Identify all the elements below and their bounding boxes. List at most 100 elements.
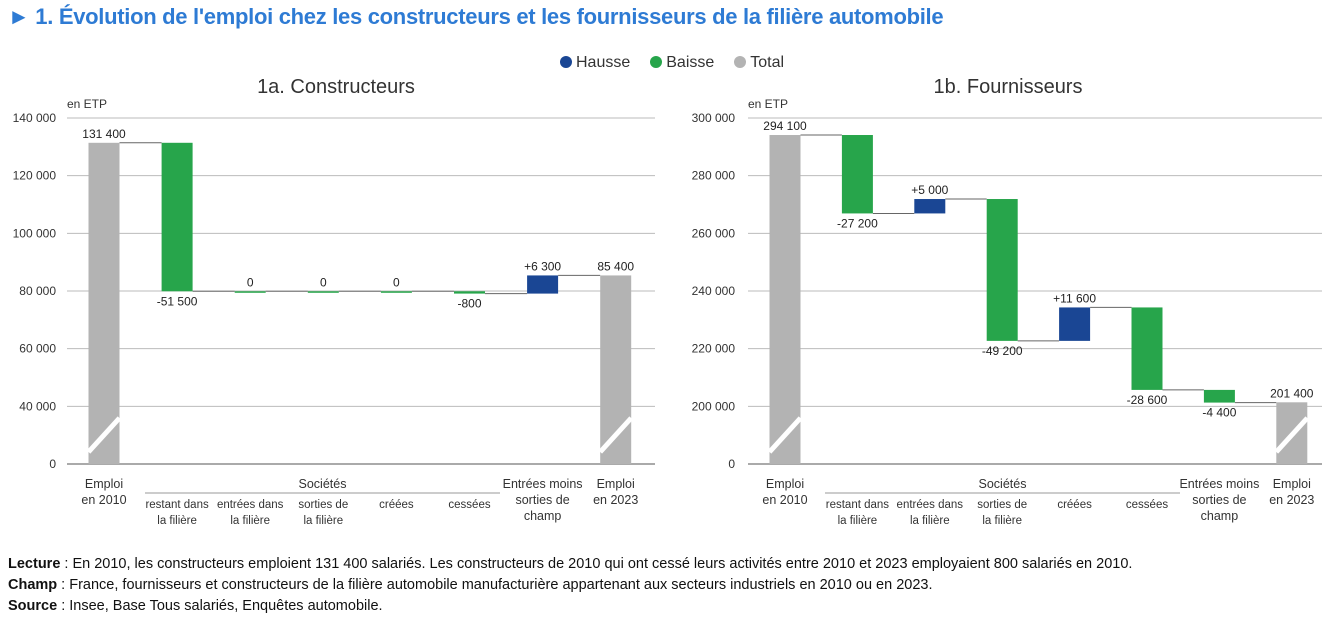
- bar-baisse: [1203, 389, 1235, 403]
- bar-baisse: [454, 291, 485, 294]
- bar-zero: [234, 291, 266, 293]
- data-label: +6 300: [524, 259, 561, 273]
- x-category-label: la filière: [910, 515, 950, 527]
- bar-hausse: [914, 199, 946, 214]
- y-tick-label: 40 000: [19, 399, 56, 413]
- bar-hausse: [527, 275, 559, 294]
- y-tick-label: 0: [49, 457, 56, 471]
- bar-baisse: [986, 199, 1018, 341]
- x-category-label: entrées dans: [217, 499, 284, 511]
- note-text: : En 2010, les constructeurs emploient 1…: [60, 556, 1133, 572]
- x-category-label: restant dans: [826, 499, 890, 511]
- bar-baisse: [841, 135, 873, 214]
- x-category-label: en 2010: [81, 493, 126, 507]
- x-category-label: Emploi: [597, 477, 635, 491]
- legend-dot: [560, 56, 572, 68]
- legend-item-total: Total: [734, 54, 784, 72]
- data-label: -4 400: [1202, 406, 1236, 420]
- x-category-label: sorties de: [977, 499, 1027, 511]
- data-label: -28 600: [1127, 393, 1168, 407]
- data-label: 0: [247, 275, 254, 289]
- y-tick-label: 280 000: [692, 169, 736, 183]
- y-tick-label: 200 000: [692, 399, 736, 413]
- data-label: 294 100: [763, 119, 807, 133]
- x-category-label: en 2023: [593, 493, 638, 507]
- x-category-label: champ: [524, 509, 562, 523]
- y-tick-label: 140 000: [13, 111, 57, 125]
- data-label: -49 200: [982, 344, 1023, 358]
- x-category-label: Entrées moins: [503, 477, 583, 491]
- x-category-label: Entrées moins: [1179, 477, 1259, 491]
- note-label: Lecture: [8, 556, 61, 572]
- x-category-label: cessées: [1126, 499, 1168, 511]
- x-category-label: créées: [1057, 499, 1092, 511]
- note-source: Source : Insee, Base Tous salariés, Enqu…: [8, 596, 1132, 617]
- y-tick-label: 60 000: [19, 342, 56, 356]
- note-label: Champ: [8, 577, 58, 593]
- x-category-label: sorties de: [298, 499, 348, 511]
- y-tick-label: 100 000: [13, 226, 57, 240]
- legend-item-baisse: Baisse: [650, 54, 714, 72]
- legend-label: Total: [750, 54, 785, 71]
- x-category-label: en 2023: [1269, 493, 1314, 507]
- note-lecture: Lecture : En 2010, les constructeurs emp…: [8, 554, 1132, 575]
- x-category-label: Emploi: [766, 477, 804, 491]
- x-category-label: cessées: [448, 499, 490, 511]
- notes: Lecture : En 2010, les constructeurs emp…: [8, 554, 1132, 617]
- data-label: 131 400: [82, 127, 126, 141]
- data-label: +11 600: [1053, 291, 1096, 305]
- x-category-label: créées: [379, 499, 414, 511]
- x-group-label: Sociétés: [979, 477, 1027, 491]
- bar-baisse: [1131, 307, 1163, 390]
- note-text: : France, fournisseurs et constructeurs …: [57, 577, 933, 593]
- axis-break-mark: [86, 416, 122, 454]
- data-label: -51 500: [157, 294, 198, 308]
- x-category-label: Emploi: [1273, 477, 1311, 491]
- x-category-label: la filière: [230, 515, 270, 527]
- x-category-label: entrées dans: [897, 499, 964, 511]
- figure-title: ► 1. Évolution de l'emploi chez les cons…: [8, 4, 944, 29]
- bar-hausse: [1059, 307, 1091, 341]
- legend: Hausse Baisse Total: [560, 54, 784, 72]
- legend-label: Hausse: [576, 54, 631, 71]
- data-label: 0: [320, 275, 327, 289]
- note-champ: Champ : France, fournisseurs et construc…: [8, 575, 1132, 596]
- data-label: 0: [393, 275, 400, 289]
- data-label: +5 000: [911, 183, 948, 197]
- bar-baisse: [161, 142, 193, 292]
- y-tick-label: 240 000: [692, 284, 736, 298]
- data-label: 201 400: [1270, 386, 1314, 400]
- x-category-label: restant dans: [145, 499, 209, 511]
- note-text: : Insee, Base Tous salariés, Enquêtes au…: [57, 598, 383, 614]
- legend-item-hausse: Hausse: [560, 54, 630, 72]
- x-category-label: la filière: [303, 515, 343, 527]
- legend-label: Baisse: [666, 54, 715, 71]
- y-tick-label: 300 000: [692, 111, 736, 125]
- y-tick-label: 120 000: [13, 169, 57, 183]
- x-category-label: sorties de: [515, 493, 569, 507]
- data-label: -27 200: [837, 216, 878, 230]
- bar-total: [88, 142, 120, 464]
- chart-title: 1b. Fournisseurs: [934, 76, 1083, 98]
- x-category-label: champ: [1201, 509, 1239, 523]
- axis-break-mark: [598, 416, 634, 454]
- axis-break-mark: [767, 416, 803, 454]
- x-category-label: en 2010: [762, 493, 807, 507]
- x-category-label: Emploi: [85, 477, 123, 491]
- y-tick-label: 220 000: [692, 342, 736, 356]
- x-group-label: Sociétés: [299, 477, 347, 491]
- legend-dot: [734, 56, 747, 68]
- y-axis-unit: en ETP: [748, 97, 788, 111]
- x-category-label: la filière: [838, 515, 878, 527]
- legend-dot: [650, 56, 663, 68]
- data-label: 85 400: [597, 259, 634, 273]
- y-tick-label: 260 000: [692, 226, 736, 240]
- chart-title: 1a. Constructeurs: [257, 76, 415, 98]
- axis-break-mark: [1274, 416, 1310, 454]
- x-category-label: la filière: [157, 515, 197, 527]
- y-tick-label: 80 000: [19, 284, 56, 298]
- bar-zero: [307, 291, 339, 293]
- bar-total: [769, 135, 801, 465]
